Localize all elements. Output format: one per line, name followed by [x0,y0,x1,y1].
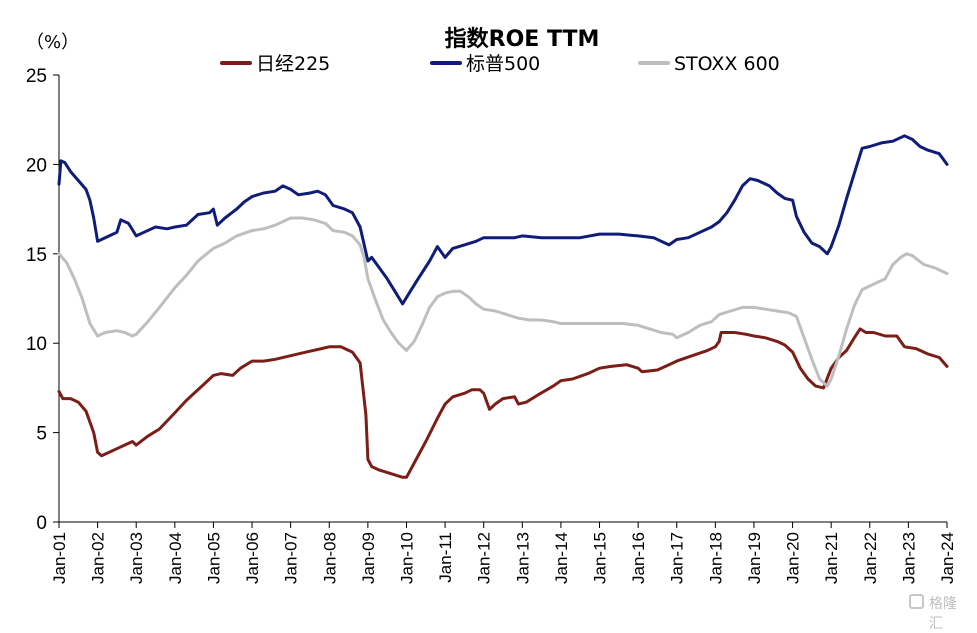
x-tick-label: Jan-22 [861,532,880,584]
x-tick-label: Jan-08 [320,532,339,584]
x-axis: Jan-01 Jan-02 Jan-03 Jan-04 Jan-05 Jan-06 Jan-… [50,521,957,584]
y-tick-label: 0 [36,513,47,534]
x-tick-label: Jan-05 [204,532,223,584]
series-line-0 [57,327,949,479]
x-tick-label: Jan-12 [475,532,494,584]
x-tick-label: Jan-13 [513,532,532,584]
x-tick-label: Jan-15 [591,532,610,584]
x-tick-label: Jan-02 [89,532,108,584]
series-group [57,134,949,479]
x-tick-label: Jan-04 [166,532,185,584]
y-tick-label: 15 [26,245,47,266]
y-tick-label: 25 [26,66,47,87]
x-tick-label: Jan-09 [359,532,378,584]
watermark-text: 格隆汇 [929,596,957,632]
watermark-logo: 格隆汇 [909,592,969,632]
x-tick-label: Jan-24 [938,532,957,584]
x-tick-label: Jan-07 [282,532,301,584]
x-tick-label: Jan-03 [127,532,146,584]
series-line-2 [57,216,949,388]
x-tick-label: Jan-11 [436,532,455,583]
legend-label-1: 标普500 [466,53,540,75]
y-axis: 0 5 10 15 20 25 [26,66,60,534]
x-tick-label: Jan-23 [899,532,918,584]
chart-legend: 日经225 标普500 STOXX 600 [220,53,780,75]
x-tick-label: Jan-17 [668,532,687,584]
x-tick-label: Jan-01 [50,532,69,584]
x-tick-label: Jan-06 [243,532,262,584]
watermark-icon [909,594,924,609]
x-tick-label: Jan-19 [745,532,764,584]
y-tick-label: 5 [36,424,47,445]
roe-line-chart: 指数ROE TTM （%） 日经225 标普500 STOXX 600 0 5 10 15… [26,26,957,584]
x-tick-label: Jan-18 [706,532,725,584]
chart-title: 指数ROE TTM [445,26,600,52]
legend-label-0: 日经225 [256,53,330,75]
y-unit-label: （%） [26,32,79,53]
series-line-1 [57,134,949,306]
x-tick-label: Jan-20 [784,532,803,584]
legend-label-2: STOXX 600 [674,53,780,75]
x-tick-label: Jan-16 [629,532,648,584]
y-tick-label: 20 [26,155,47,176]
x-tick-label: Jan-14 [552,532,571,584]
y-tick-label: 10 [26,334,47,355]
x-tick-label: Jan-10 [397,532,416,584]
x-tick-label: Jan-21 [822,532,841,584]
